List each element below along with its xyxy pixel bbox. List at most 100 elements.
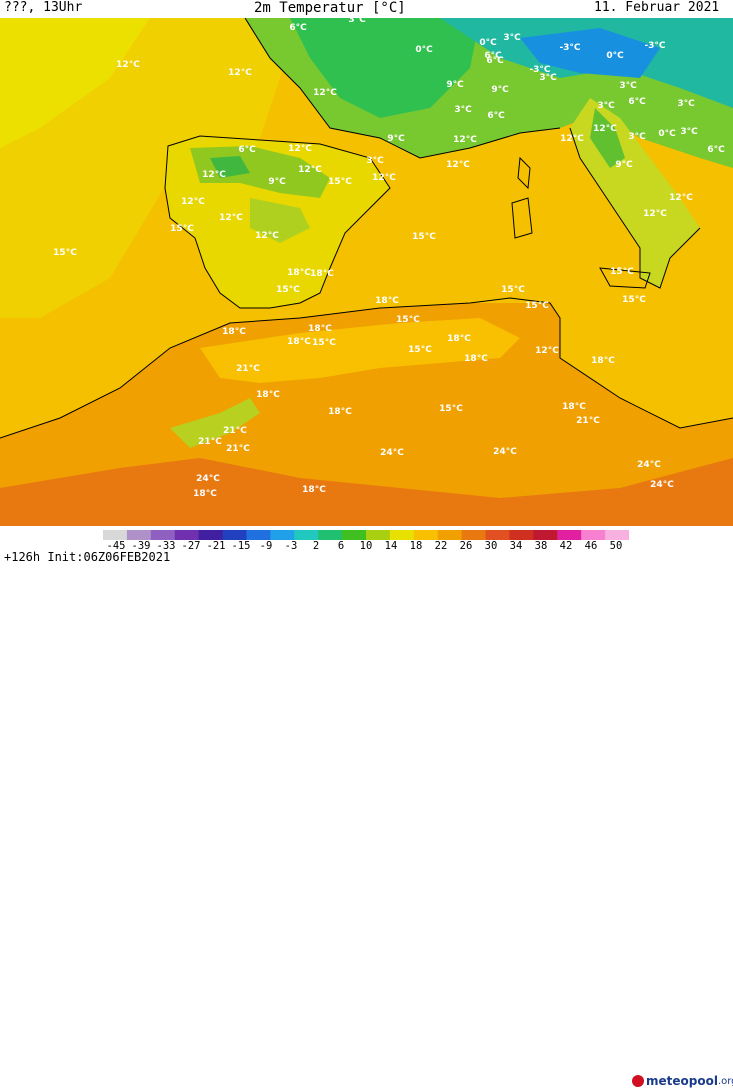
colorbar-segment [413,530,439,540]
temperature-label: 12°C [219,213,243,223]
meteopool-logo[interactable]: meteopool .org [632,1072,733,1090]
temperature-label: 21°C [576,416,600,426]
colorbar-segment [605,530,629,540]
temperature-label: 15°C [312,338,336,348]
temperature-label: 15°C [276,285,300,295]
temperature-label: 18°C [256,390,280,400]
temperature-label: 18°C [222,327,246,337]
colorbar-tick-label: 2 [312,540,320,552]
map-title: 2m Temperatur [°C] [254,0,406,16]
freezing-area [520,28,660,78]
temperature-label: 12°C [228,68,252,78]
atlantic-north-area [0,18,150,148]
temperature-label: 3°C [348,18,366,25]
colorbar-segment [103,530,128,540]
temperature-label: 24°C [196,474,220,484]
temperature-label: 6°C [484,51,502,61]
temperature-label: 18°C [310,269,334,279]
temperature-label: 3°C [677,99,695,109]
temperature-label: 24°C [637,460,661,470]
map-header: ???, 13Uhr 2m Temperatur [°C] 11. Februa… [0,0,733,18]
temperature-label: 18°C [562,402,586,412]
high-atlas-area [170,398,260,448]
temperature-label: 18°C [287,337,311,347]
temperature-label: 6°C [486,56,504,66]
temperature-label: 15°C [622,295,646,305]
temperature-label: 0°C [479,38,497,48]
colorbar-tick-label: 30 [484,540,498,552]
iberia-center-area [250,198,310,243]
temperature-label: 15°C [170,224,194,234]
temperature-label: 12°C [116,60,140,70]
colorbar-ticks: -45 -39 -33 -27 -21 -15 -9 -3 2 6 10 14 18 22 26 30 34 38… [0,540,733,554]
colorbar-segment [581,530,606,540]
temperature-label: 3°C [539,73,557,83]
temperature-label: 12°C [643,209,667,219]
colorbar-tick-label: 10 [359,540,373,552]
colorbar-tick-label: -9 [259,540,273,552]
colorbar-tick-label: 42 [559,540,573,552]
colorbar-segment [174,530,200,540]
temperature-map: 6°C3°C0°C3°C6°C-3°C -3°C3°C6°C0°C0°C12°C1… [0,18,733,526]
colorbar-tick-label: -3 [284,540,298,552]
colorbar-tick-label: -27 [181,540,201,552]
colorbar-tick-label: 50 [609,540,623,552]
temperature-label: 12°C [372,173,396,183]
temperature-label: 12°C [298,165,322,175]
temperature-label: 12°C [593,124,617,134]
temperature-label: 18°C [464,354,488,364]
cantabrian-area [210,156,250,178]
colorbar-segment [533,530,558,540]
temperature-label: 24°C [380,448,404,458]
colorbar-tick-label: 18 [409,540,423,552]
temperature-label: 18°C [447,334,471,344]
temperature-label: 12°C [288,144,312,154]
temperature-label: 3°C [503,33,521,43]
temperature-label: 6°C [289,23,307,33]
temperature-label: 18°C [308,324,332,334]
colorbar-tick-label: 26 [459,540,473,552]
temperature-label: 15°C [439,404,463,414]
temperature-label: 15°C [610,267,634,277]
temperature-label: 12°C [669,193,693,203]
temperature-label: 15°C [328,177,352,187]
temperature-label: 15°C [396,315,420,325]
temperature-label: -3°C [529,65,550,75]
apennines-area [590,108,625,168]
temperature-label: 24°C [650,480,674,490]
temperature-label: 12°C [453,135,477,145]
temperature-label: 0°C [606,51,624,61]
temperature-label: -3°C [644,41,665,51]
colorbar-tick-label: 22 [434,540,448,552]
temperature-label: 3°C [628,132,646,142]
temperature-label: 9°C [491,85,509,95]
colorbar-segment [270,530,295,540]
colorbar-tick-label: 34 [509,540,523,552]
temperature-label: 21°C [198,437,222,447]
temperature-label: 12°C [535,346,559,356]
colorbar-tick-label: 38 [534,540,548,552]
temperature-label: 6°C [487,111,505,121]
colorbar-segment [150,530,176,540]
temperature-label: 21°C [223,426,247,436]
temperature-label: 15°C [408,345,432,355]
forecast-info: +126h Init:06Z06FEB2021 [4,550,171,564]
temperature-label: 3°C [366,156,384,166]
temperature-labels: 6°C3°C0°C3°C6°C-3°C -3°C3°C6°C0°C0°C12°C1… [53,18,725,499]
colorbar-segment [509,530,534,540]
temperature-label: 15°C [525,301,549,311]
temperature-label: 9°C [615,160,633,170]
temperature-label: 9°C [387,134,405,144]
colorbar-tick-label: 14 [384,540,398,552]
temperature-label: 0°C [658,129,676,139]
logo-icon [632,1075,644,1087]
temperature-label: 18°C [302,485,326,495]
colorbar-segment [246,530,271,540]
temperature-label: 18°C [328,407,352,417]
colorbar-segment [198,530,224,540]
temperature-label: 12°C [313,88,337,98]
colorbar-tick-label: -33 [156,540,176,552]
colorbar [103,530,629,540]
temperature-label: 3°C [597,101,615,111]
temperature-label: 12°C [560,134,584,144]
